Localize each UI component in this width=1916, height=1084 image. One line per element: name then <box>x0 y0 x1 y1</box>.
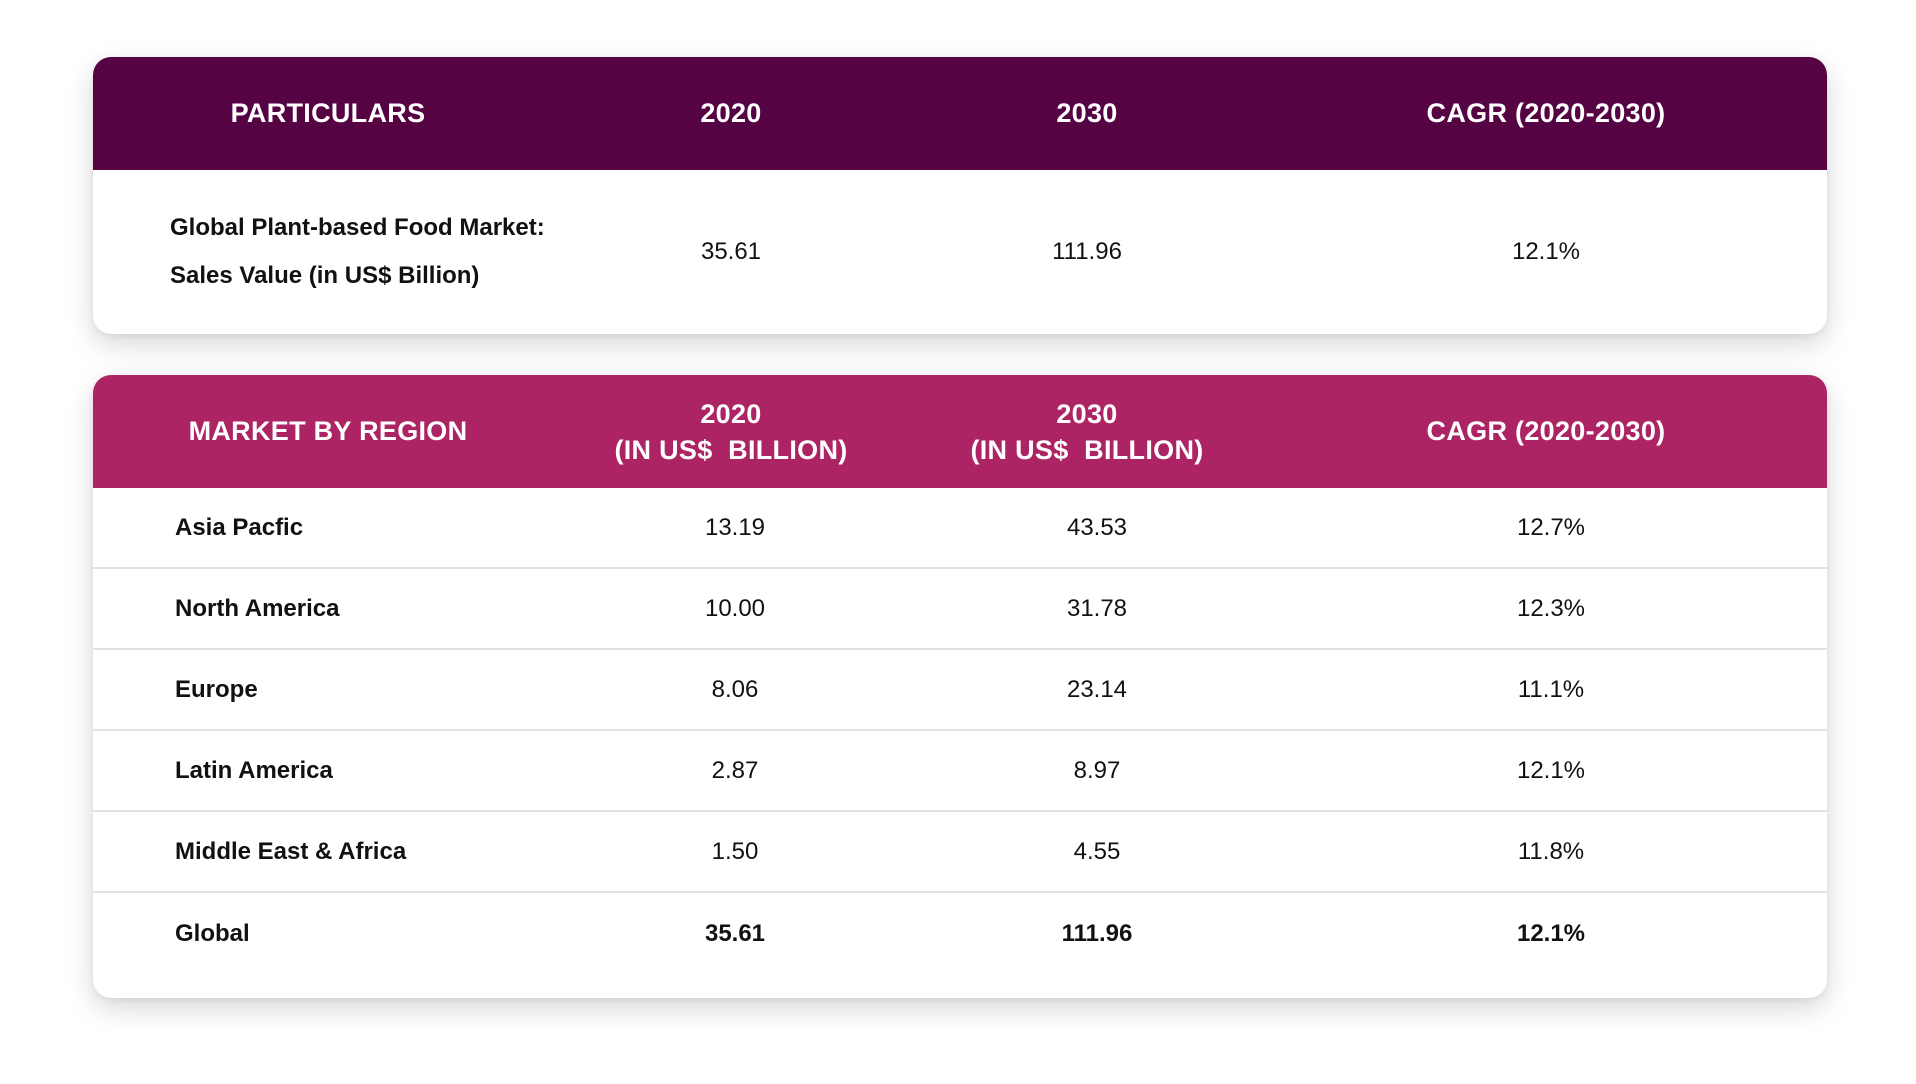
header-2030-billion: 2030 (IN US$ BILLION) <box>909 375 1265 488</box>
region-table-header: MARKET BY REGION 2020 (IN US$ BILLION) 2… <box>93 375 1827 488</box>
table-row: Latin America 2.87 8.97 12.1% <box>93 731 1827 812</box>
table-row: Middle East & Africa 1.50 4.55 11.8% <box>93 812 1827 893</box>
region-name: Europe <box>175 675 258 703</box>
region-value-2030: 31.78 <box>1066 594 1128 622</box>
row-label-line2: Sales Value (in US$ Billion) <box>170 262 480 289</box>
header-2020: 2020 <box>700 98 762 128</box>
region-cagr: 11.1% <box>1517 675 1585 703</box>
table-row: Asia Pacfic 13.19 43.53 12.7% <box>93 488 1827 569</box>
summary-table-header: PARTICULARS 2020 2030 CAGR (2020-2030) <box>93 57 1827 170</box>
region-value-2030: 111.96 <box>1061 919 1133 947</box>
summary-table-row: Global Plant-based Food Market: Sales Va… <box>93 170 1827 334</box>
header-cagr: CAGR (2020-2030) <box>1426 98 1666 128</box>
region-name: Asia Pacfic <box>175 513 304 541</box>
row-label: Global Plant-based Food Market: Sales Va… <box>93 170 553 334</box>
header-2020-unit: (IN US$ BILLION) <box>614 434 848 465</box>
region-value-2020: 2.87 <box>711 756 759 784</box>
region-name: Global <box>175 919 250 947</box>
summary-table-card: PARTICULARS 2020 2030 CAGR (2020-2030) G… <box>93 57 1827 334</box>
row-value-2030: 111.96 <box>1052 238 1122 265</box>
header-2020-billion: 2020 (IN US$ BILLION) <box>553 375 909 488</box>
header-2030-year: 2030 <box>1056 398 1118 429</box>
header-2030-unit: (IN US$ BILLION) <box>970 434 1204 465</box>
region-value-2020: 8.06 <box>711 675 759 703</box>
region-cagr: 11.8% <box>1517 837 1585 865</box>
row-label-line1: Global Plant-based Food Market: <box>170 214 545 241</box>
header-cagr-region: CAGR (2020-2030) <box>1426 416 1666 446</box>
region-table-card: MARKET BY REGION 2020 (IN US$ BILLION) 2… <box>93 375 1827 998</box>
region-value-2020: 10.00 <box>704 594 766 622</box>
region-cagr: 12.7% <box>1516 513 1586 541</box>
region-name: Middle East & Africa <box>175 837 407 865</box>
region-value-2030: 8.97 <box>1073 756 1121 784</box>
region-cagr: 12.1% <box>1516 919 1586 947</box>
table-row: North America 10.00 31.78 12.3% <box>93 569 1827 650</box>
region-value-2030: 4.55 <box>1073 837 1121 865</box>
region-table-body: Asia Pacfic 13.19 43.53 12.7% North Amer… <box>93 488 1827 974</box>
header-2030: 2030 <box>1056 98 1118 128</box>
region-name: Latin America <box>175 756 333 784</box>
region-value-2020: 35.61 <box>704 919 766 947</box>
header-particulars: PARTICULARS <box>230 98 426 128</box>
row-value-2020: 35.61 <box>700 238 762 265</box>
header-market-by-region: MARKET BY REGION <box>188 416 468 446</box>
region-value-2030: 23.14 <box>1066 675 1128 703</box>
region-cagr: 12.1% <box>1516 756 1586 784</box>
table-row-global-total: Global 35.61 111.96 12.1% <box>93 893 1827 974</box>
table-row: Europe 8.06 23.14 11.1% <box>93 650 1827 731</box>
region-value-2030: 43.53 <box>1066 513 1128 541</box>
region-cagr: 12.3% <box>1516 594 1586 622</box>
row-value-cagr: 12.1% <box>1511 238 1581 265</box>
region-name: North America <box>175 594 340 622</box>
header-2020-year: 2020 <box>700 398 762 429</box>
region-value-2020: 1.50 <box>711 837 759 865</box>
region-value-2020: 13.19 <box>704 513 766 541</box>
